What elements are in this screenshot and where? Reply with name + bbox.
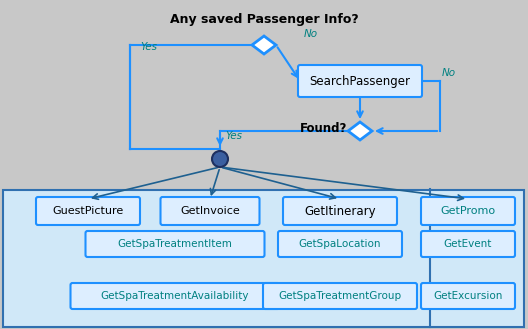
Polygon shape: [348, 122, 372, 140]
Circle shape: [212, 151, 228, 167]
FancyBboxPatch shape: [283, 197, 397, 225]
Text: Found?: Found?: [300, 122, 347, 136]
FancyBboxPatch shape: [71, 283, 279, 309]
Polygon shape: [252, 36, 276, 54]
FancyBboxPatch shape: [421, 231, 515, 257]
Text: No: No: [304, 29, 318, 39]
FancyBboxPatch shape: [298, 65, 422, 97]
FancyBboxPatch shape: [263, 283, 417, 309]
Text: GuestPicture: GuestPicture: [52, 206, 124, 216]
Text: GetExcursion: GetExcursion: [433, 291, 503, 301]
FancyBboxPatch shape: [36, 197, 140, 225]
FancyBboxPatch shape: [161, 197, 259, 225]
Text: Any saved Passenger Info?: Any saved Passenger Info?: [169, 13, 359, 26]
FancyBboxPatch shape: [86, 231, 265, 257]
Text: GetSpaTreatmentGroup: GetSpaTreatmentGroup: [278, 291, 402, 301]
Text: GetInvoice: GetInvoice: [180, 206, 240, 216]
Text: GetItinerary: GetItinerary: [304, 205, 376, 217]
Text: GetSpaTreatmentItem: GetSpaTreatmentItem: [118, 239, 232, 249]
Text: GetEvent: GetEvent: [444, 239, 492, 249]
FancyBboxPatch shape: [421, 197, 515, 225]
FancyBboxPatch shape: [421, 283, 515, 309]
Text: GetPromo: GetPromo: [440, 206, 496, 216]
Text: No: No: [442, 68, 456, 78]
Text: Yes: Yes: [140, 42, 157, 52]
FancyBboxPatch shape: [3, 190, 524, 327]
Text: GetSpaLocation: GetSpaLocation: [299, 239, 381, 249]
Text: Yes: Yes: [225, 131, 242, 141]
Text: SearchPassenger: SearchPassenger: [309, 74, 410, 88]
Text: GetSpaTreatmentAvailability: GetSpaTreatmentAvailability: [101, 291, 249, 301]
FancyBboxPatch shape: [278, 231, 402, 257]
